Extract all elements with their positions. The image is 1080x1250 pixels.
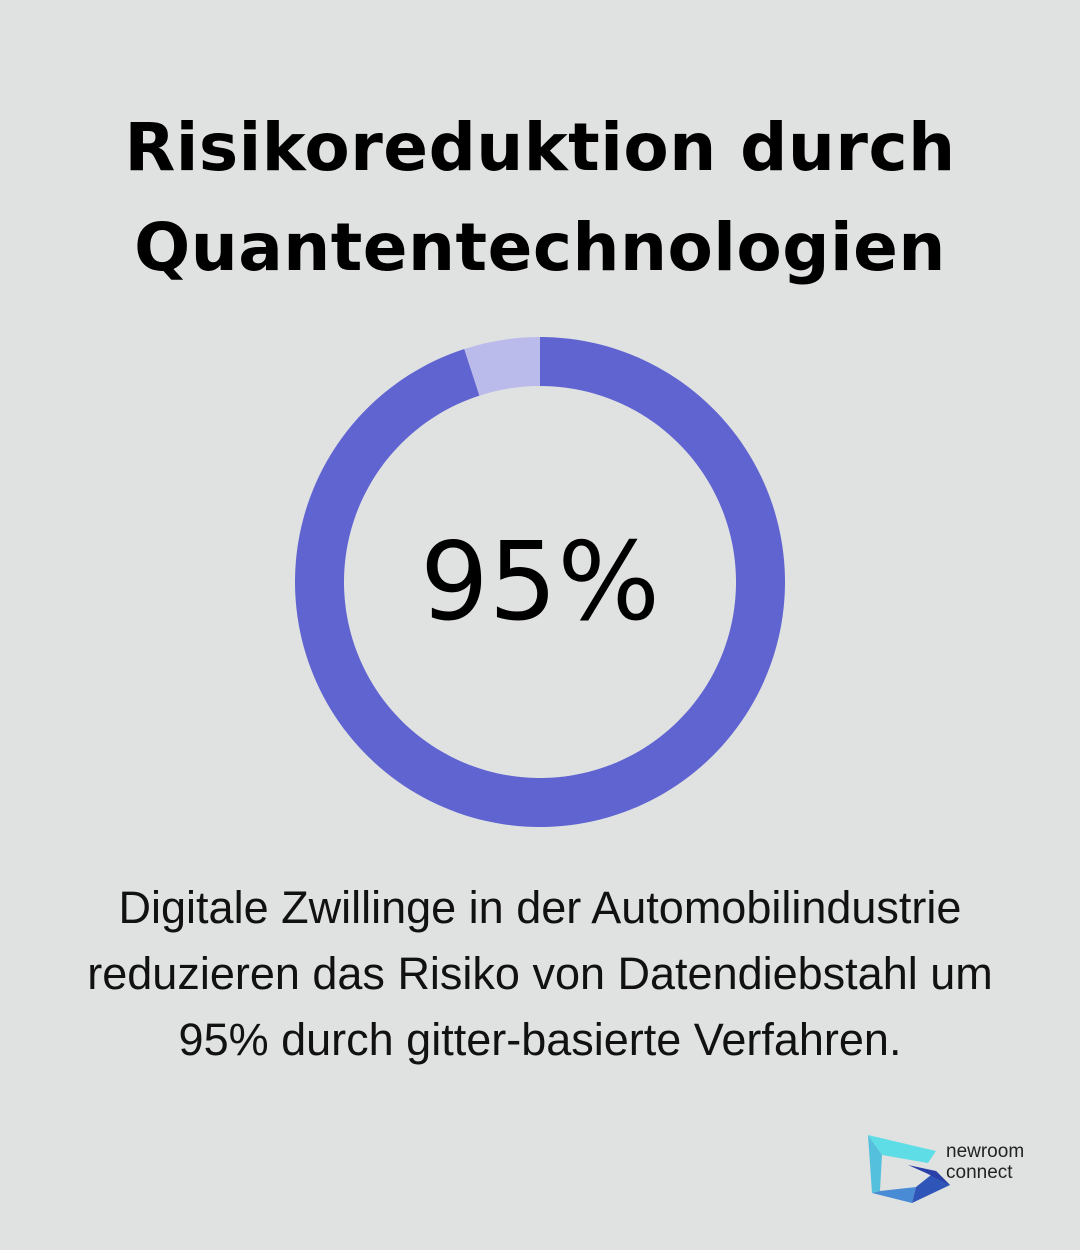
newroom-connect-logo-icon xyxy=(868,1135,950,1203)
donut-center-label: 95% xyxy=(419,519,661,645)
donut-slice-1 xyxy=(464,337,540,396)
donut-chart xyxy=(295,337,785,827)
description-line-1: Digitale Zwillinge in der Automobilindus… xyxy=(118,882,962,933)
logo-text: newroom connect xyxy=(946,1141,1024,1183)
logo-line-2: connect xyxy=(946,1162,1013,1183)
description-line-3: 95% durch gitter-basierte Verfahren. xyxy=(178,1014,902,1065)
description-line-2: reduzieren das Risiko von Datendiebstahl… xyxy=(87,948,993,999)
description: Digitale Zwillinge in der Automobilindus… xyxy=(30,875,1050,1073)
logo-line-1: newroom xyxy=(946,1141,1025,1162)
title-line-1: Risikoreduktion durch xyxy=(124,109,956,186)
title-line-2: Quantentechnologien xyxy=(134,209,946,286)
page-title: Risikoreduktion durch Quantentechnologie… xyxy=(0,98,1080,298)
